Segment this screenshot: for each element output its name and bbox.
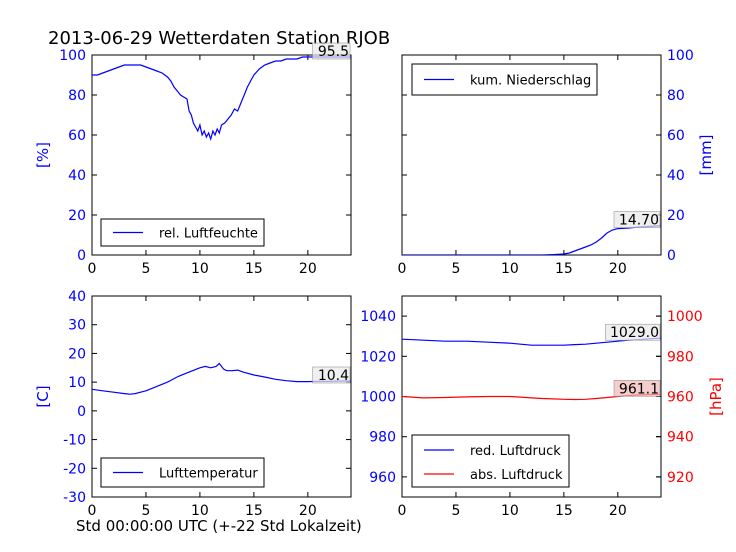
legend-box [411, 434, 570, 488]
x-tick-label: 10 [191, 503, 209, 519]
x-tick-label: 0 [398, 261, 407, 277]
y-right-tick-label: 1000 [667, 309, 703, 325]
x-tick-label: 20 [609, 261, 627, 277]
series-line-kum-niederschlag [402, 225, 661, 255]
last-value-label: 961.1 [619, 381, 659, 397]
y-tick-label: 1000 [360, 390, 396, 406]
x-tick-label: 15 [555, 261, 573, 277]
legend-label: rel. Luftfeuchte [159, 227, 258, 242]
legend-label: abs. Luftdruck [470, 468, 563, 483]
y-tick-label: 40 [68, 168, 86, 184]
last-value-box [312, 42, 351, 60]
x-tick-label: 5 [141, 503, 150, 519]
x-tick-label: 15 [555, 503, 573, 519]
x-tick-label: 15 [245, 503, 263, 519]
y-tick-label: 960 [369, 470, 396, 486]
last-value-label: 10.4 [318, 368, 349, 384]
last-value-label: 14.70 [619, 213, 659, 229]
y-right-tick-label: 940 [667, 430, 694, 446]
x-tick-label: 20 [299, 261, 317, 277]
y-axis-label: [C] [34, 385, 52, 407]
x-tick-label: 5 [451, 261, 460, 277]
y-tick-label: 0 [77, 404, 86, 420]
y-right-tick-label: 920 [667, 470, 694, 486]
series-line-rel-luftfeuchte [92, 56, 351, 142]
x-tick-label: 15 [245, 261, 263, 277]
y-tick-label: 80 [68, 88, 86, 104]
x-tick-label: 10 [501, 503, 519, 519]
y-right-tick-label: 960 [667, 390, 694, 406]
chart-panel-2: 0 5 10 15 20 0 20 40 60 80 100 [mm] 14.70 kum. Nieder… [398, 48, 715, 277]
x-tick-label: 0 [398, 503, 407, 519]
legend-label: kum. Niederschlag [470, 74, 591, 89]
last-value-box [613, 379, 661, 397]
last-value-box [613, 211, 661, 228]
x-tick-label: 5 [141, 261, 150, 277]
y-tick-label: 40 [68, 289, 86, 305]
last-value-box [605, 323, 661, 341]
y-tick-label: 0 [77, 248, 86, 264]
y-tick-label: 20 [68, 346, 86, 362]
x-tick-label: 0 [88, 503, 97, 519]
y-tick-label: 100 [667, 48, 694, 64]
last-value-label: 1029.0 [610, 325, 659, 341]
plot-frame [91, 54, 352, 256]
y-tick-label: 40 [667, 168, 685, 184]
legend-label: red. Luftdruck [470, 444, 561, 459]
x-tick-label: 0 [88, 261, 97, 277]
chart-panel-4: 0 5 10 15 20 960 980 1000 1020 1040 920 940 960 980 10… [360, 295, 725, 519]
plot-frame [91, 295, 352, 498]
y-tick-label: 1020 [360, 349, 396, 365]
series-line-lufttemperatur [92, 362, 351, 395]
last-value-label: 95.5 [318, 44, 349, 60]
last-value-box [312, 366, 351, 384]
y-tick-label: 0 [667, 248, 676, 264]
y-tick-label: 60 [667, 128, 685, 144]
y-tick-label: 980 [369, 430, 396, 446]
y-tick-label: 80 [667, 88, 685, 104]
y-tick-label: 1040 [360, 309, 396, 325]
x-tick-label: 10 [191, 261, 209, 277]
y-tick-label: -10 [63, 433, 86, 449]
y-tick-label: 30 [68, 318, 86, 334]
chart-panel-1: 0 5 10 15 20 0 20 40 60 80 100 [%] 95.5 rel. Luftfeuc… [34, 42, 352, 277]
x-axis-label: Std 00:00:00 UTC (+-22 Std Lokalzeit) [76, 517, 362, 535]
y-tick-label: 20 [68, 208, 86, 224]
x-tick-label: 20 [609, 503, 627, 519]
y-axis-label: [mm] [697, 135, 715, 176]
x-tick-label: 5 [451, 503, 460, 519]
chart-panel-3: 0 5 10 15 20 -30 -20 -10 0 10 20 30 40 [C] 10.4 Lufttem… [34, 289, 352, 519]
y-tick-label: 10 [68, 375, 86, 391]
y-tick-label: -20 [63, 461, 86, 477]
figure-title: 2013-06-29 Wetterdaten Station RJOB [48, 28, 390, 49]
y-tick-label: 20 [667, 208, 685, 224]
y-axis-label: [%] [34, 142, 52, 168]
y-tick-label: 100 [59, 48, 86, 64]
legend-label: Lufttemperatur [159, 467, 258, 482]
x-tick-label: 10 [501, 261, 519, 277]
y-tick-label: 60 [68, 128, 86, 144]
x-tick-label: 20 [299, 503, 317, 519]
y-right-tick-label: 980 [667, 349, 694, 365]
y-right-axis-label: [hPa] [707, 377, 725, 416]
y-tick-label: -30 [63, 490, 86, 506]
